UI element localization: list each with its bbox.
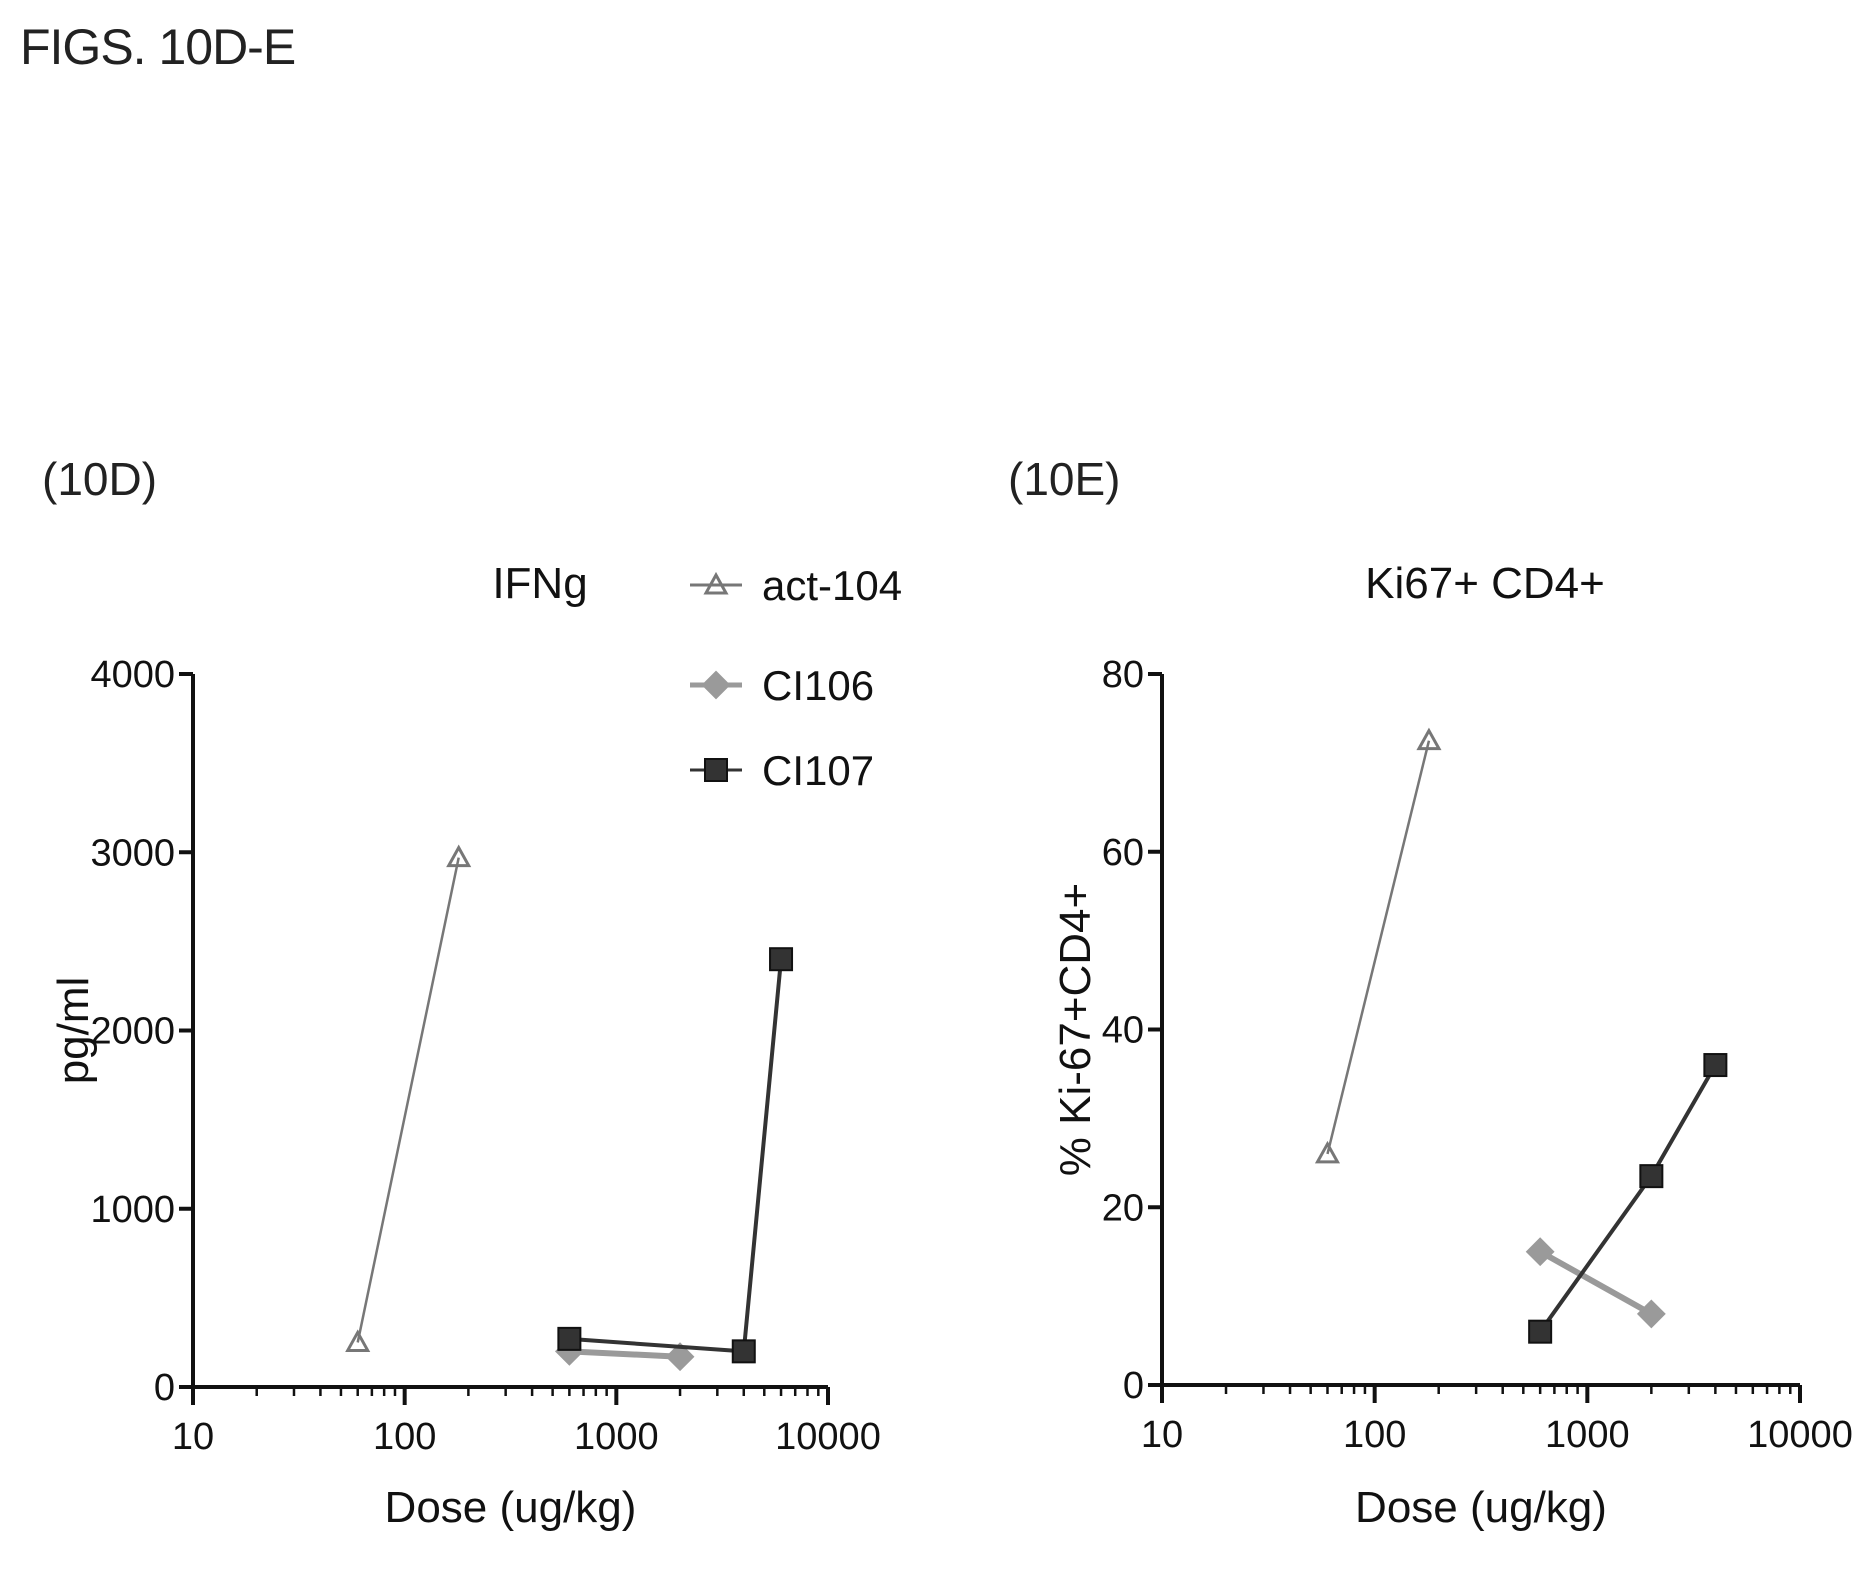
y-tick-label: 3000: [90, 832, 175, 874]
legend-label: CI106: [762, 662, 874, 709]
x-tick-label: 1000: [1545, 1414, 1630, 1456]
data-point: [731, 1339, 756, 1364]
legend-marker: [703, 571, 729, 595]
legend-marker: [704, 758, 728, 782]
y-tick-label: 60: [1102, 832, 1144, 874]
panel-label: (10E): [1008, 453, 1120, 505]
figure-title: FIGS. 10D-E: [20, 19, 296, 75]
legend-label: act-104: [762, 562, 902, 609]
y-tick-label: 80: [1102, 654, 1144, 696]
y-axis-label: % Ki-67+CD4+: [1051, 883, 1100, 1176]
series-line: [1538, 1064, 1718, 1333]
y-axis-label: pg/ml: [49, 977, 98, 1085]
x-tick-label: 10: [1141, 1414, 1183, 1456]
series-act-104: [1314, 727, 1442, 1164]
data-point: [1416, 727, 1442, 751]
x-tick-label: 1000: [574, 1416, 659, 1458]
x-tick-label: 100: [373, 1416, 436, 1458]
legend-marker: [701, 670, 731, 700]
panel-label: (10D): [42, 453, 157, 505]
series-ci106: [554, 1336, 695, 1372]
legend: act-104 CI106 CI107: [690, 562, 902, 794]
data-point: [665, 1342, 695, 1372]
x-tick-label: 10000: [1747, 1414, 1853, 1456]
series-line: [1538, 1249, 1653, 1317]
chart-panel-10e: (10E) Ki67+ CD4+ 0 20 40 60 80 10 100 1000 10000 Do…: [1008, 453, 1853, 1532]
data-point: [1528, 1319, 1553, 1344]
data-point: [1639, 1164, 1664, 1189]
series-ci107: [1528, 1053, 1728, 1344]
x-tick-label: 10000: [775, 1416, 881, 1458]
data-point: [1636, 1299, 1666, 1329]
y-tick-label: 4000: [90, 654, 175, 696]
y-tick-label: 0: [1123, 1365, 1144, 1407]
legend-item: CI106: [690, 662, 874, 709]
series-ci107: [557, 947, 794, 1364]
x-axis-label: Dose (ug/kg): [385, 1483, 637, 1532]
series-line: [569, 959, 784, 1354]
y-tick-label: 20: [1102, 1187, 1144, 1229]
series-line: [356, 857, 460, 1343]
data-point: [557, 1326, 582, 1351]
y-tick-label: 1000: [90, 1189, 175, 1231]
data-point: [1314, 1140, 1341, 1164]
y-tick-label: 2000: [90, 1011, 175, 1053]
legend-label: CI107: [762, 747, 874, 794]
chart-panel-10d: (10D) IFNg 0 1000 2000 3000 4000 10 100 1000 10000…: [42, 453, 881, 1532]
y-tick-label: 40: [1102, 1010, 1144, 1052]
series-line: [569, 1348, 681, 1360]
chart-title: Ki67+ CD4+: [1365, 559, 1605, 608]
data-point: [1703, 1053, 1728, 1078]
series-act-104: [345, 844, 472, 1352]
x-tick-label: 100: [1343, 1414, 1406, 1456]
y-tick-label: 0: [154, 1367, 175, 1409]
series-line: [1326, 740, 1431, 1155]
data-point: [769, 947, 794, 972]
legend-item: CI107: [690, 747, 874, 794]
chart-title: IFNg: [492, 559, 587, 608]
data-point: [1525, 1237, 1555, 1267]
legend-item: act-104: [690, 562, 902, 609]
x-tick-label: 10: [172, 1416, 214, 1458]
series-ci106: [1525, 1237, 1666, 1329]
data-point: [345, 1329, 371, 1352]
x-axis-label: Dose (ug/kg): [1355, 1483, 1607, 1532]
data-point: [446, 844, 472, 868]
